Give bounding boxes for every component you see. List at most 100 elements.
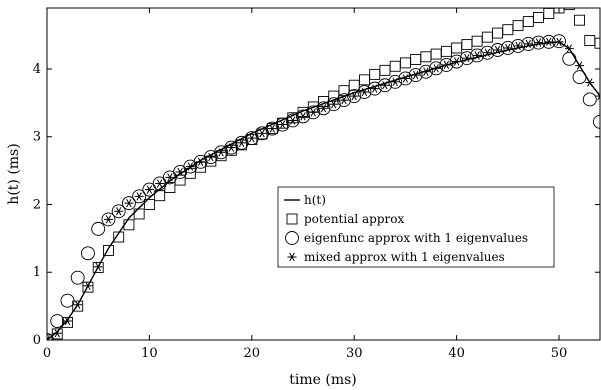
- point-square: [92, 262, 104, 273]
- point-asterisk: [165, 173, 175, 182]
- point-asterisk: [544, 37, 554, 47]
- y-tick-label: 2: [33, 197, 41, 212]
- point-asterisk: [52, 329, 62, 338]
- point-asterisk: [523, 39, 533, 49]
- point-circle: [388, 74, 403, 89]
- point-asterisk: [349, 91, 359, 101]
- series-2: [47, 34, 600, 340]
- x-tick-label: 50: [551, 346, 568, 361]
- point-circle: [572, 70, 587, 85]
- point-circle: [111, 204, 126, 219]
- point-square: [399, 57, 411, 69]
- point-asterisk: [288, 116, 298, 125]
- point-circle: [347, 89, 362, 104]
- point-square: [430, 48, 442, 60]
- point-asterisk: [380, 81, 390, 90]
- point-square: [143, 199, 155, 210]
- plot-frame: [46, 7, 601, 341]
- point-square: [502, 24, 514, 36]
- point-circle: [306, 105, 321, 120]
- point-asterisk: [441, 60, 451, 70]
- point-circle: [326, 97, 341, 112]
- point-asterisk: [319, 104, 328, 113]
- point-circle: [377, 78, 392, 93]
- point-square: [72, 300, 84, 312]
- point-square: [369, 68, 381, 80]
- point-asterisk: [472, 51, 482, 60]
- point-asterisk: [564, 44, 574, 53]
- point-asterisk: [155, 179, 165, 188]
- point-square: [522, 16, 534, 28]
- point-circle: [193, 154, 208, 169]
- point-circle: [121, 196, 136, 211]
- point-circle: [552, 34, 566, 49]
- point-circle: [367, 81, 382, 96]
- point-circle: [203, 150, 218, 165]
- point-square: [379, 64, 391, 76]
- point-circle: [296, 109, 310, 124]
- point-square: [51, 328, 63, 340]
- point-circle: [101, 212, 116, 227]
- point-asterisk: [462, 53, 472, 63]
- point-asterisk: [370, 84, 380, 93]
- y-axis-label: h(t) (ms): [6, 143, 22, 204]
- point-asterisk: [339, 95, 349, 105]
- point-asterisk: [278, 120, 288, 129]
- point-asterisk: [206, 152, 216, 162]
- point-asterisk: [493, 45, 503, 55]
- y-tick-label: 3: [33, 130, 41, 145]
- point-circle: [439, 57, 454, 72]
- point-circle: [480, 45, 495, 60]
- point-asterisk: [411, 70, 421, 80]
- point-square: [594, 37, 600, 49]
- point-circle: [81, 246, 95, 261]
- point-asterisk: [226, 143, 236, 152]
- point-square: [133, 208, 145, 220]
- point-circle: [408, 68, 423, 83]
- point-circle: [418, 64, 433, 79]
- legend-label: potential approx: [304, 212, 405, 226]
- point-square: [410, 54, 422, 65]
- x-tick-label: 10: [141, 346, 158, 361]
- y-tick-label: 4: [33, 62, 41, 77]
- point-asterisk: [47, 335, 52, 340]
- point-square: [348, 79, 360, 91]
- point-circle: [582, 92, 597, 107]
- point-circle: [521, 36, 536, 51]
- point-circle: [429, 61, 444, 76]
- point-square: [440, 45, 452, 57]
- series-1: [47, 8, 600, 340]
- point-asterisk: [329, 100, 339, 109]
- point-asterisk: [216, 148, 226, 157]
- legend-label: eigenfunc approx with 1 eigenvalues: [304, 231, 528, 245]
- legend-label: mixed approx with 1 eigenvalues: [304, 250, 505, 264]
- point-square: [123, 219, 135, 231]
- y-tick-label: 1: [33, 265, 41, 280]
- point-asterisk: [534, 38, 544, 47]
- point-circle: [265, 121, 280, 136]
- point-square: [543, 8, 555, 19]
- point-asterisk: [585, 78, 595, 87]
- point-circle: [449, 54, 464, 69]
- point-square: [451, 42, 463, 54]
- legend-box: [277, 186, 555, 268]
- point-square: [461, 39, 473, 51]
- point-asterisk: [124, 198, 134, 208]
- point-asterisk: [359, 87, 369, 97]
- point-circle: [234, 135, 249, 150]
- point-circle: [142, 182, 157, 197]
- point-asterisk: [247, 133, 257, 143]
- point-circle: [244, 131, 259, 146]
- point-asterisk: [175, 167, 185, 177]
- point-square: [82, 281, 94, 293]
- point-square: [154, 190, 166, 202]
- point-square: [102, 245, 114, 257]
- plot-area: [47, 8, 600, 340]
- point-circle: [152, 176, 167, 191]
- axis-ticks: 0 10 20 30 40 50 0 1 2 3 4: [33, 8, 600, 361]
- point-asterisk: [513, 41, 523, 51]
- point-asterisk: [185, 162, 195, 171]
- point-circle: [500, 41, 515, 55]
- point-circle: [255, 126, 270, 141]
